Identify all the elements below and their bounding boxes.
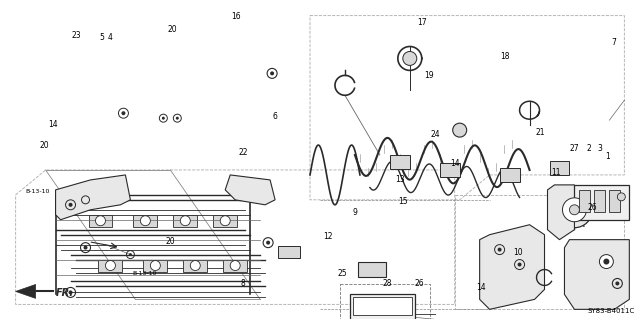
Text: 6: 6 (273, 113, 278, 122)
Text: 5: 5 (99, 33, 104, 42)
Bar (353, 319, 412, 320)
Text: B-13-10: B-13-10 (25, 189, 49, 194)
Bar (353, 297, 412, 315)
Bar (550, 161, 570, 175)
Bar (143, 260, 167, 271)
Text: 9: 9 (353, 208, 358, 217)
Text: 3: 3 (597, 144, 602, 153)
Text: 17: 17 (417, 19, 427, 28)
Circle shape (600, 255, 613, 268)
Polygon shape (547, 185, 575, 240)
Text: 20: 20 (165, 237, 175, 246)
Bar (500, 168, 520, 182)
Bar (213, 215, 237, 227)
Circle shape (270, 71, 274, 76)
Text: 22: 22 (239, 148, 248, 156)
Circle shape (615, 282, 620, 285)
Text: 18: 18 (500, 52, 510, 61)
Bar (390, 155, 410, 169)
Circle shape (266, 241, 270, 244)
Bar (575, 185, 629, 220)
Circle shape (83, 246, 88, 250)
Text: 19: 19 (424, 71, 433, 80)
Bar (133, 215, 157, 227)
Circle shape (129, 253, 132, 256)
Text: FR.: FR. (56, 288, 74, 299)
Bar (350, 294, 415, 320)
Bar (579, 190, 591, 212)
Circle shape (452, 123, 467, 137)
Polygon shape (225, 175, 275, 205)
Text: 8: 8 (241, 279, 246, 288)
Circle shape (604, 259, 609, 265)
Text: B-13-10: B-13-10 (132, 271, 157, 276)
Bar (278, 246, 300, 258)
Bar (609, 190, 620, 212)
Bar (88, 215, 113, 227)
Circle shape (68, 291, 72, 294)
Text: 4: 4 (108, 33, 113, 42)
Circle shape (563, 198, 586, 222)
Text: 26: 26 (588, 203, 597, 212)
Text: 14: 14 (476, 283, 486, 292)
Text: 10: 10 (513, 248, 523, 257)
Circle shape (180, 216, 190, 226)
Bar (358, 261, 386, 277)
Text: 26: 26 (414, 279, 424, 288)
Circle shape (106, 260, 115, 270)
Bar (595, 190, 605, 212)
Polygon shape (479, 225, 545, 309)
Text: 27: 27 (570, 144, 579, 153)
Circle shape (150, 260, 161, 270)
Text: 2: 2 (586, 144, 591, 153)
Bar (183, 260, 207, 271)
Text: 14: 14 (451, 159, 460, 168)
Text: 21: 21 (536, 128, 545, 137)
Text: 20: 20 (167, 25, 177, 34)
Circle shape (403, 52, 417, 65)
Circle shape (190, 260, 200, 270)
Circle shape (518, 262, 522, 267)
Circle shape (498, 248, 502, 252)
Bar (99, 260, 122, 271)
Text: 24: 24 (430, 130, 440, 139)
Text: 28: 28 (382, 279, 392, 288)
Circle shape (140, 216, 150, 226)
Text: 16: 16 (231, 12, 241, 21)
Polygon shape (564, 240, 629, 309)
Text: 14: 14 (48, 120, 58, 130)
Text: 7: 7 (611, 38, 616, 47)
Circle shape (618, 193, 625, 201)
Circle shape (122, 111, 125, 115)
Bar (440, 163, 460, 177)
Bar (173, 215, 197, 227)
Circle shape (95, 216, 106, 226)
Text: 20: 20 (39, 141, 49, 150)
Circle shape (457, 127, 463, 133)
Polygon shape (589, 244, 620, 279)
Polygon shape (56, 175, 131, 220)
Circle shape (162, 117, 165, 120)
Circle shape (557, 192, 593, 228)
Circle shape (230, 260, 240, 270)
Text: 1: 1 (605, 152, 610, 161)
Circle shape (220, 216, 230, 226)
Text: 12: 12 (323, 232, 332, 241)
Text: SY83-B4011C: SY83-B4011C (587, 308, 634, 314)
Circle shape (68, 203, 72, 207)
Text: 13: 13 (395, 175, 404, 184)
Text: 25: 25 (337, 268, 347, 278)
Text: 11: 11 (552, 168, 561, 177)
Polygon shape (15, 284, 36, 298)
Text: 23: 23 (71, 31, 81, 40)
Circle shape (176, 117, 179, 120)
Text: 15: 15 (398, 197, 408, 206)
Bar (223, 260, 247, 271)
Circle shape (570, 205, 579, 215)
